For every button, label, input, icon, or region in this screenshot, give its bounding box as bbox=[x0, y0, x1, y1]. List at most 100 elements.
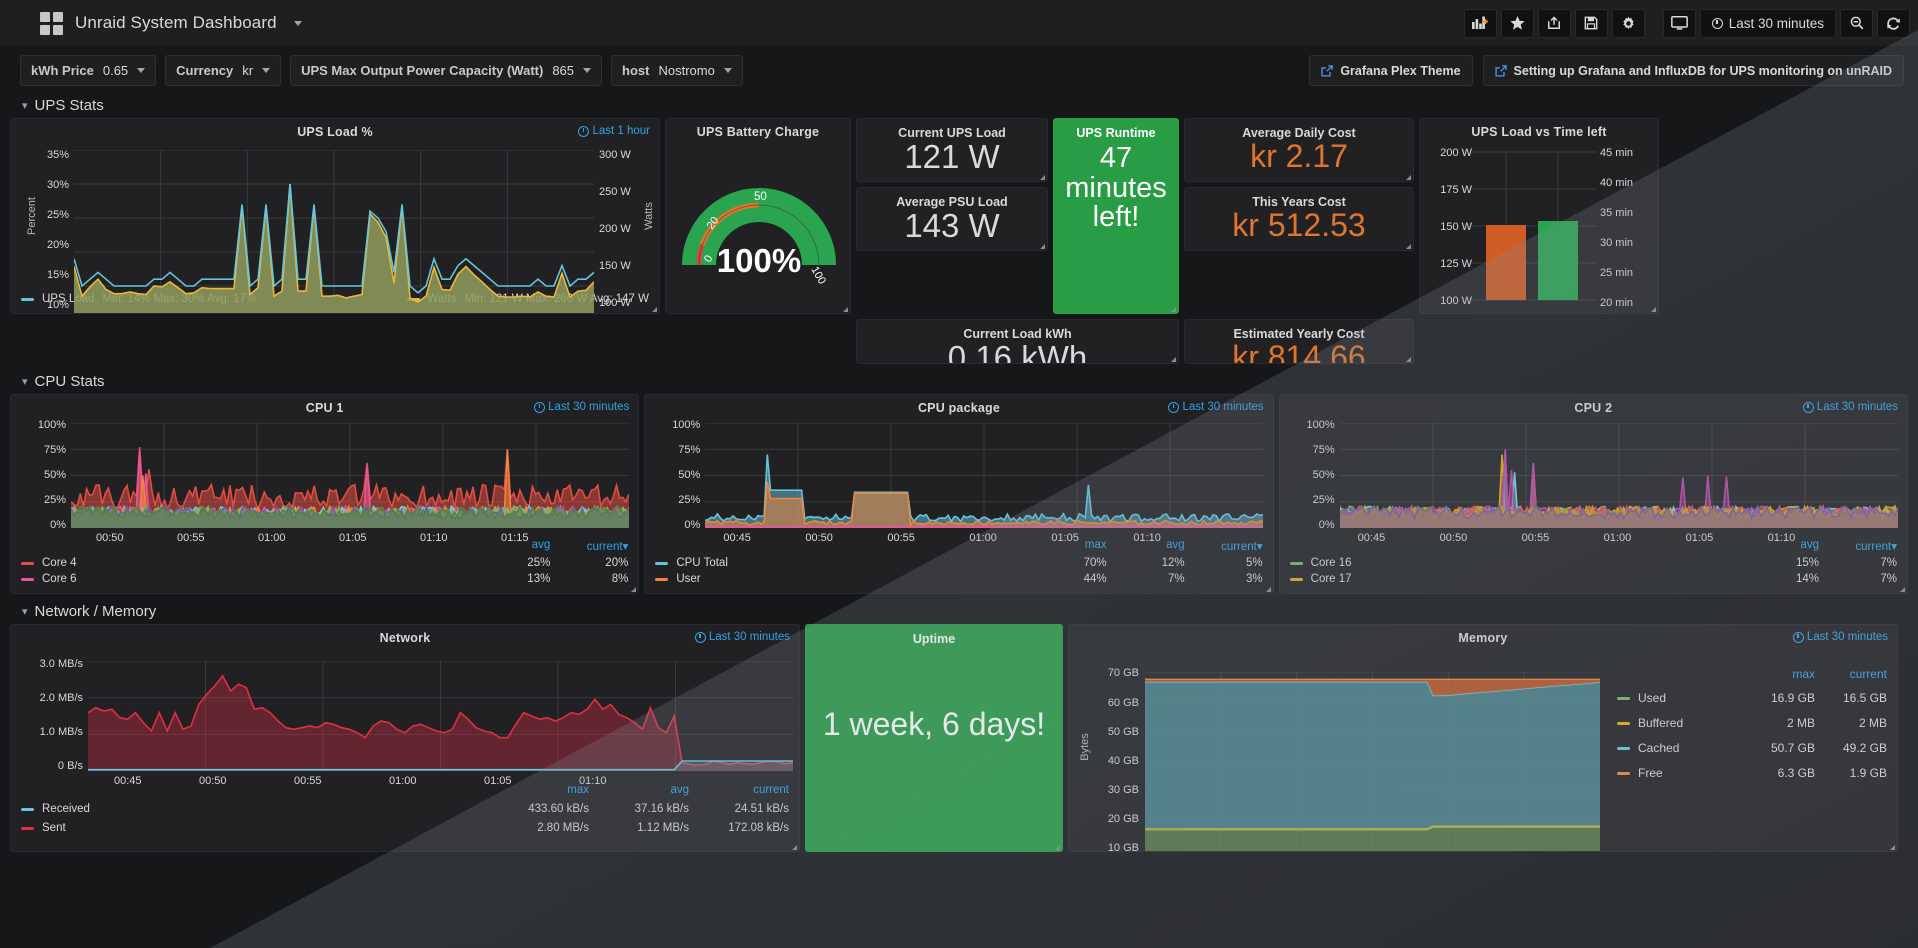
chevron-down-icon[interactable] bbox=[293, 20, 302, 26]
legend-col-current[interactable]: current▾ bbox=[1855, 541, 1897, 553]
panel-time-range[interactable]: Last 30 minutes bbox=[1168, 401, 1264, 413]
x-tick: 01:05 bbox=[1685, 532, 1714, 544]
variable-kwh-price[interactable]: kWh Price 0.65 bbox=[20, 55, 157, 86]
panel-resize-handle[interactable] bbox=[790, 843, 797, 850]
legend-item-core-6[interactable]: Core 6 13% 8% bbox=[21, 573, 628, 585]
save-button[interactable] bbox=[1574, 8, 1608, 38]
panel-time-range[interactable]: Last 1 hour bbox=[578, 125, 650, 137]
legend-item-free[interactable]: Free 6.3 GB 1.9 GB bbox=[1617, 766, 1887, 780]
graph-area[interactable]: Bytes 70 GB 60 GB 50 GB 40 GB 30 GB 20 G… bbox=[1069, 647, 1897, 851]
variable-value[interactable]: 0.65 bbox=[103, 63, 146, 78]
panel-resize-handle[interactable] bbox=[1169, 305, 1176, 312]
share-button[interactable] bbox=[1537, 8, 1571, 38]
stat-average-daily-cost: Average Daily Cost kr 2.17 bbox=[1184, 118, 1414, 182]
refresh-button[interactable] bbox=[1877, 8, 1910, 38]
add-panel-button[interactable] bbox=[1463, 8, 1497, 38]
panel-time-range[interactable]: Last 30 minutes bbox=[694, 631, 790, 643]
graph-area[interactable]: Percent 35% 30% 25% 20% 15% 10% 300 W 25… bbox=[11, 141, 659, 313]
share-icon bbox=[1548, 16, 1561, 29]
variable-value[interactable]: Nostromo bbox=[658, 63, 732, 78]
legend-item-used[interactable]: Used 16.9 GB 16.5 GB bbox=[1617, 691, 1887, 705]
legend-item-cpu-total[interactable]: CPU Total 70% 12% 5% bbox=[655, 557, 1263, 569]
y-tick: 3.0 MB/s bbox=[39, 658, 83, 670]
row-title: UPS Stats bbox=[34, 97, 104, 114]
row-header-cpu-stats[interactable]: ▾ CPU Stats bbox=[0, 368, 1918, 394]
legend-col-current[interactable]: current bbox=[753, 784, 789, 796]
y-tick: 0 B/s bbox=[57, 760, 83, 772]
panel-resize-handle[interactable] bbox=[1053, 843, 1060, 850]
legend-item-buffered[interactable]: Buffered 2 MB 2 MB bbox=[1617, 716, 1887, 730]
tv-mode-button[interactable] bbox=[1662, 8, 1696, 38]
panel-time-range[interactable]: Last 30 minutes bbox=[1802, 401, 1898, 413]
panel-resize-handle[interactable] bbox=[1264, 585, 1271, 592]
spacer-bars bbox=[1419, 319, 1659, 364]
top-navbar: Unraid System Dashboard bbox=[0, 0, 1918, 46]
legend-label: Core 4 bbox=[42, 557, 77, 569]
variable-ups-max-output[interactable]: UPS Max Output Power Capacity (Watt) 865 bbox=[290, 55, 603, 86]
legend-item-user[interactable]: User 44% 7% 3% bbox=[655, 573, 1263, 585]
legend-max: 6.3 GB bbox=[1777, 766, 1815, 780]
time-picker-button[interactable]: Last 30 minutes bbox=[1699, 8, 1836, 38]
legend-item-core-17[interactable]: Core 17 14% 7% bbox=[1289, 573, 1897, 585]
legend-item-cached[interactable]: Cached 50.7 GB 49.2 GB bbox=[1617, 741, 1887, 755]
row-header-network-memory[interactable]: ▾ Network / Memory bbox=[0, 598, 1918, 624]
panel-resize-handle[interactable] bbox=[841, 305, 848, 312]
navbar-actions: Last 30 minutes bbox=[1463, 8, 1910, 38]
panel-resize-handle[interactable] bbox=[1038, 173, 1045, 180]
clock-icon bbox=[1792, 631, 1804, 643]
legend-current: 20% bbox=[605, 557, 629, 569]
variable-host[interactable]: host Nostromo bbox=[611, 55, 743, 86]
panel-resize-handle[interactable] bbox=[1169, 355, 1176, 362]
zoom-out-button[interactable] bbox=[1840, 8, 1873, 38]
x-tick: 00:55 bbox=[887, 532, 915, 544]
variable-value[interactable]: 865 bbox=[552, 63, 592, 78]
panel-resize-handle[interactable] bbox=[1888, 843, 1895, 850]
legend-col-current[interactable]: current▾ bbox=[586, 541, 629, 553]
y-tick: 35% bbox=[46, 149, 69, 161]
legend-values: 433.60 kB/s 37.16 kB/s 24.51 kB/s bbox=[489, 803, 789, 815]
legend-col-max[interactable]: max bbox=[1792, 667, 1815, 681]
panel-resize-handle[interactable] bbox=[629, 585, 637, 592]
y-tick: 40 GB bbox=[1107, 755, 1139, 767]
panel-resize-handle[interactable] bbox=[1038, 242, 1045, 249]
legend-col-current[interactable]: current▾ bbox=[1221, 541, 1263, 553]
y2-tick: 30 min bbox=[1600, 237, 1634, 249]
graph-area[interactable]: 3.0 MB/s 2.0 MB/s 1.0 MB/s 0 B/s 00:45 0… bbox=[11, 647, 799, 787]
legend-item-received[interactable]: Received 433.60 kB/s 37.16 kB/s 24.51 kB… bbox=[21, 803, 789, 815]
legend-item-sent[interactable]: Sent 2.80 MB/s 1.12 MB/s 172.08 kB/s bbox=[21, 822, 789, 834]
legend-max: 2.80 MB/s bbox=[537, 822, 589, 834]
row-header-ups-stats[interactable]: ▾ UPS Stats bbox=[0, 92, 1918, 118]
y-tick: 0% bbox=[1318, 519, 1335, 531]
bar-w bbox=[1486, 225, 1526, 300]
graph-area[interactable]: 100% 75% 50% 25% 0% 00:45 00:50 00:55 01… bbox=[1280, 417, 1907, 544]
legend-item-core-4[interactable]: Core 4 25% 20% bbox=[21, 557, 628, 569]
legend-col-current[interactable]: current bbox=[1849, 667, 1887, 681]
graph-area[interactable]: 100% 75% 50% 25% 0% 00:45 00:50 00:55 01… bbox=[645, 417, 1272, 544]
panel-resize-handle[interactable] bbox=[1404, 173, 1411, 180]
star-button[interactable] bbox=[1500, 8, 1534, 38]
variable-currency[interactable]: Currency kr bbox=[165, 55, 282, 86]
panel-resize-handle[interactable] bbox=[1404, 355, 1411, 362]
legend-item-core-16[interactable]: Core 16 15% 7% bbox=[1289, 557, 1897, 569]
variable-value[interactable]: kr bbox=[242, 63, 271, 78]
panel-resize-handle[interactable] bbox=[650, 305, 657, 312]
graph-area[interactable]: 100% 75% 50% 25% 0% 00:50 00:55 01:00 01… bbox=[11, 417, 638, 544]
settings-button[interactable] bbox=[1611, 8, 1645, 38]
dashboard-link-plex-theme[interactable]: Grafana Plex Theme bbox=[1309, 55, 1473, 86]
panel-resize-handle[interactable] bbox=[1898, 585, 1905, 592]
panel-time-range[interactable]: Last 30 minutes bbox=[1792, 631, 1888, 643]
clock-icon bbox=[1802, 401, 1814, 413]
row-title: Network / Memory bbox=[34, 603, 157, 620]
x-tick: 00:55 bbox=[294, 775, 322, 787]
ups-bars-plot bbox=[1472, 151, 1596, 301]
panel-resize-handle[interactable] bbox=[1649, 305, 1656, 312]
panel-cpu-package: CPU package Last 30 minutes 100% 75% 50%… bbox=[644, 394, 1274, 594]
panel-time-range[interactable]: Last 30 minutes bbox=[534, 401, 629, 413]
legend-avg: 7% bbox=[1168, 573, 1185, 585]
gauge-area[interactable]: 0 20 50 100 100% bbox=[666, 141, 850, 313]
dashboard-brand[interactable]: Unraid System Dashboard bbox=[40, 11, 302, 35]
graph-area[interactable]: 200 W 175 W 150 W 125 W 100 W 45 min 40 … bbox=[1420, 141, 1658, 313]
panel-resize-handle[interactable] bbox=[1404, 242, 1411, 249]
dashboard-link-ups-guide[interactable]: Setting up Grafana and InfluxDB for UPS … bbox=[1482, 55, 1904, 86]
legend-label: Used bbox=[1638, 691, 1667, 705]
